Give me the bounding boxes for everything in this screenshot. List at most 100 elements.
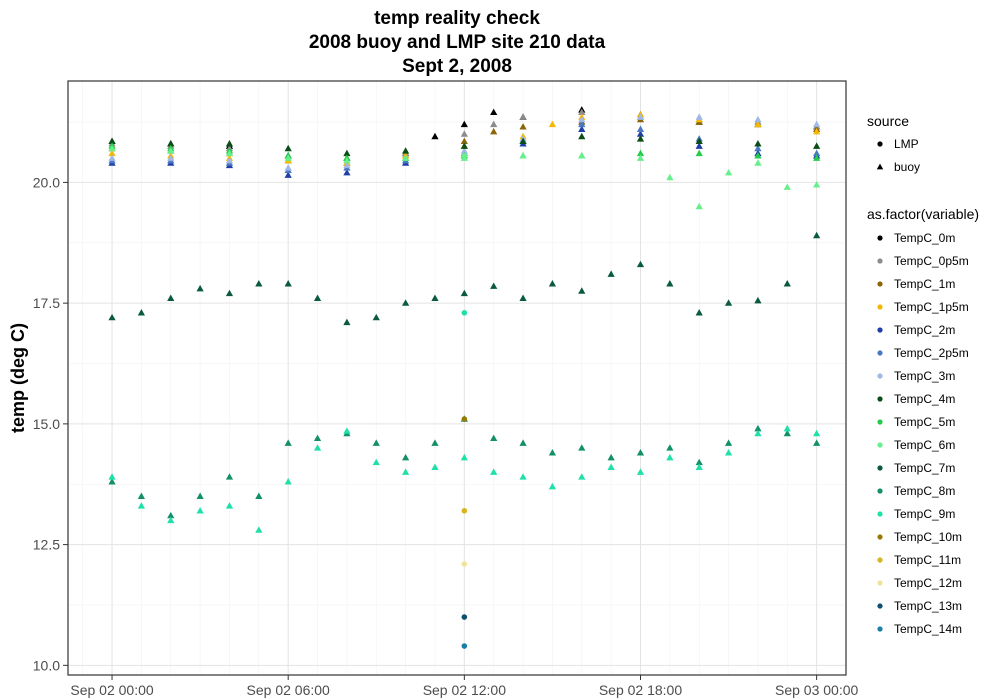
color-legend-item-TempC_9m: TempC_9m [877, 507, 955, 521]
series-TempC_13m-LMP [461, 614, 468, 620]
data-point [167, 511, 175, 519]
series-TempC_4m-buoy [108, 132, 821, 157]
series-TempC_8m-buoy [108, 415, 821, 519]
data-point [783, 183, 791, 190]
color-legend-item-TempC_8m: TempC_8m [877, 484, 955, 498]
data-point [108, 478, 116, 485]
data-point [225, 289, 234, 297]
data-point [490, 434, 498, 442]
data-point [578, 444, 586, 451]
data-point [461, 561, 468, 567]
shape-legend-label: buoy [894, 160, 920, 174]
plot-panel [68, 81, 846, 675]
data-point [578, 120, 586, 128]
color-legend-item-TempC_4m: TempC_4m [877, 392, 955, 406]
data-point [519, 294, 527, 301]
data-point [813, 142, 821, 149]
color-legend-label: TempC_4m [894, 392, 955, 406]
data-point [343, 161, 351, 169]
plot-border [67, 80, 847, 676]
color-legend-label: TempC_1p5m [894, 300, 969, 314]
data-point [343, 168, 351, 176]
x-axis: Sep 02 00:00 Sep 02 06:00 Sep 02 12:00 Sep … [70, 675, 859, 698]
legend-key-swatch [877, 534, 883, 540]
data-point [519, 113, 527, 120]
data-point [461, 508, 468, 514]
color-legend-label: TempC_3m [894, 369, 955, 383]
data-point [372, 313, 380, 321]
color-legend-label: TempC_13m [894, 599, 962, 613]
color-legend-label: TempC_1m [894, 277, 955, 291]
data-point [754, 159, 762, 166]
x-tick-label: Sep 02 18:00 [599, 682, 683, 698]
chart-title-line-3: Sept 2, 2008 [402, 56, 512, 77]
y-tick-label: 10.0 [33, 657, 60, 673]
data-point [108, 144, 116, 152]
data-point [196, 284, 204, 292]
data-point [313, 444, 322, 451]
data-points [108, 106, 821, 649]
data-point [695, 309, 703, 316]
data-point [343, 149, 351, 157]
data-point [724, 299, 733, 306]
color-legend-label: TempC_9m [894, 507, 955, 521]
data-point [607, 453, 615, 461]
data-point [490, 120, 498, 128]
data-point [461, 614, 468, 620]
data-point [137, 309, 146, 316]
data-point [724, 439, 733, 446]
data-point [461, 310, 468, 316]
legend: source LMP buoy as.factor(variable) TempC… [867, 113, 979, 636]
data-point [813, 429, 821, 437]
data-point [460, 120, 468, 128]
color-legend-label: TempC_14m [894, 622, 962, 636]
chart-title-line-1: temp reality check [374, 8, 540, 29]
series-TempC_10m-LMP [461, 416, 468, 422]
data-point [284, 439, 292, 446]
color-legend-label: TempC_8m [894, 484, 955, 498]
data-point [666, 453, 674, 461]
data-point [754, 296, 762, 304]
series-TempC_11m-LMP [461, 508, 468, 514]
data-point [548, 482, 557, 490]
color-legend-item-TempC_10m: TempC_10m [877, 530, 962, 544]
legend-key-swatch [877, 626, 883, 632]
color-legend-item-TempC_0p5m: TempC_0p5m [877, 254, 969, 268]
data-point [754, 120, 762, 128]
data-point [343, 156, 351, 164]
data-point [402, 453, 410, 461]
series-TempC_9m-buoy [108, 424, 821, 533]
data-point [402, 154, 410, 161]
color-legend-label: TempC_2m [894, 323, 955, 337]
data-point [636, 125, 645, 132]
data-point [313, 294, 322, 301]
data-point [284, 154, 292, 161]
data-point [431, 463, 439, 471]
x-tick-label: Sep 02 12:00 [423, 682, 507, 698]
data-point [519, 137, 527, 145]
data-point [636, 260, 645, 268]
data-point [225, 502, 234, 509]
data-point [255, 280, 263, 287]
data-point [431, 439, 439, 446]
legend-key-swatch [877, 327, 883, 333]
data-point [225, 156, 234, 164]
color-legend-label: TempC_5m [894, 415, 955, 429]
x-tick-label: Sep 02 06:00 [247, 682, 331, 698]
data-point [460, 142, 468, 149]
legend-key-circle [877, 141, 883, 147]
data-point [724, 449, 733, 456]
data-point [754, 144, 762, 152]
y-tick-label: 15.0 [33, 416, 60, 432]
color-legend-label: TempC_7m [894, 461, 955, 475]
data-point [490, 282, 498, 289]
color-legend-item-TempC_6m: TempC_6m [877, 438, 955, 452]
data-point [490, 127, 498, 135]
data-point [461, 153, 468, 159]
color-legend-item-TempC_1m: TempC_1m [877, 277, 955, 291]
data-point [519, 152, 527, 159]
data-point [196, 492, 204, 499]
data-point [695, 142, 703, 149]
legend-key-swatch [877, 235, 883, 241]
